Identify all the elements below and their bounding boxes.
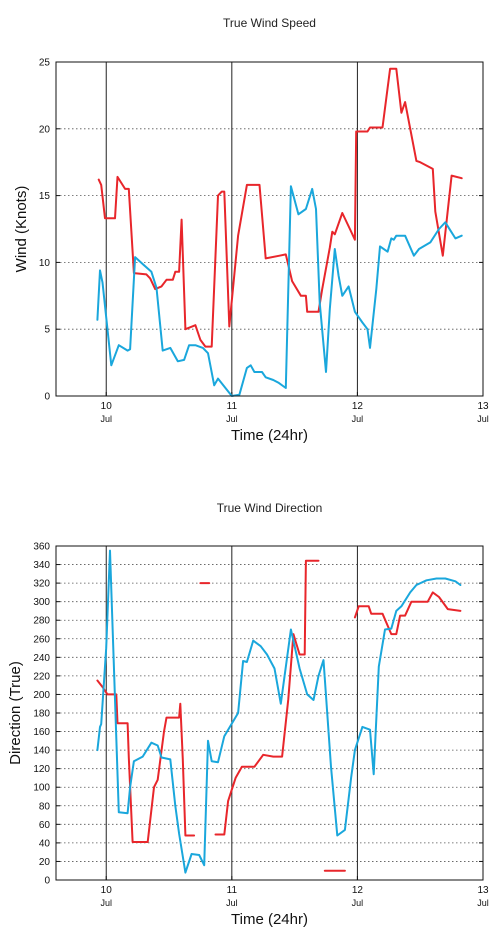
x-tick-day: 12 xyxy=(352,885,364,896)
x-tick-day: 13 xyxy=(477,401,489,412)
y-tick-label: 25 xyxy=(39,58,51,69)
x-tick-month: Jul xyxy=(226,898,238,908)
y-tick-label: 0 xyxy=(44,392,50,403)
chart-title: True Wind Speed xyxy=(223,16,316,30)
red-series-line xyxy=(214,559,320,836)
y-tick-label: 100 xyxy=(33,783,50,794)
y-axis-label: Wind (Knots) xyxy=(13,186,30,273)
x-tick-month: Jul xyxy=(352,898,364,908)
red-series-line xyxy=(96,679,196,843)
x-tick-month: Jul xyxy=(226,414,238,424)
x-tick-month: Jul xyxy=(352,414,364,424)
y-tick-label: 260 xyxy=(33,634,50,645)
y-tick-label: 15 xyxy=(39,191,51,202)
x-axis-label: Time (24hr) xyxy=(231,427,308,444)
x-tick-month: Jul xyxy=(100,898,112,908)
plot-frame xyxy=(55,61,484,397)
x-tick-month: Jul xyxy=(477,898,489,908)
y-tick-label: 40 xyxy=(39,838,51,849)
x-tick-month: Jul xyxy=(100,414,112,424)
speed-chart: True Wind Speed Wind (Knots) 0 5 10 15 20 25 10 J… xyxy=(13,16,489,444)
y-tick-label: 10 xyxy=(39,258,51,269)
chart-title: True Wind Direction xyxy=(217,501,323,515)
x-tick-day: 11 xyxy=(227,885,238,896)
x-tick-month: Jul xyxy=(477,414,489,424)
direction-chart: True Wind Direction Direction (True) 0 20 40… xyxy=(7,501,489,928)
y-tick-label: 0 xyxy=(44,876,50,887)
y-tick-label: 340 xyxy=(33,560,50,571)
y-axis-label: Direction (True) xyxy=(7,661,24,765)
blue-series-line xyxy=(96,185,463,397)
blue-series-line xyxy=(96,549,462,874)
y-tick-label: 240 xyxy=(33,653,50,664)
y-tick-label: 120 xyxy=(33,764,50,775)
y-tick-label: 280 xyxy=(33,616,50,627)
y-tick-label: 200 xyxy=(33,690,50,701)
red-series-line xyxy=(97,67,463,348)
x-tick-day: 13 xyxy=(477,885,489,896)
y-tick-label: 20 xyxy=(39,857,51,868)
x-tick-day: 11 xyxy=(227,401,238,412)
red-series-line xyxy=(353,591,462,636)
y-tick-label: 140 xyxy=(33,746,50,757)
x-tick-day: 10 xyxy=(101,401,113,412)
y-tick-label: 180 xyxy=(33,709,50,720)
y-tick-label: 360 xyxy=(33,542,50,553)
y-tick-label: 320 xyxy=(33,579,50,590)
y-tick-label: 5 xyxy=(44,325,50,336)
x-axis-label: Time (24hr) xyxy=(231,911,308,928)
x-tick-day: 10 xyxy=(101,885,113,896)
y-tick-label: 300 xyxy=(33,597,50,608)
y-tick-label: 220 xyxy=(33,671,50,682)
y-tick-label: 60 xyxy=(39,820,51,831)
y-tick-label: 20 xyxy=(39,124,51,135)
y-tick-label: 80 xyxy=(39,801,51,812)
plot-frame xyxy=(55,545,484,881)
x-tick-day: 12 xyxy=(352,401,364,412)
y-tick-label: 160 xyxy=(33,727,50,738)
